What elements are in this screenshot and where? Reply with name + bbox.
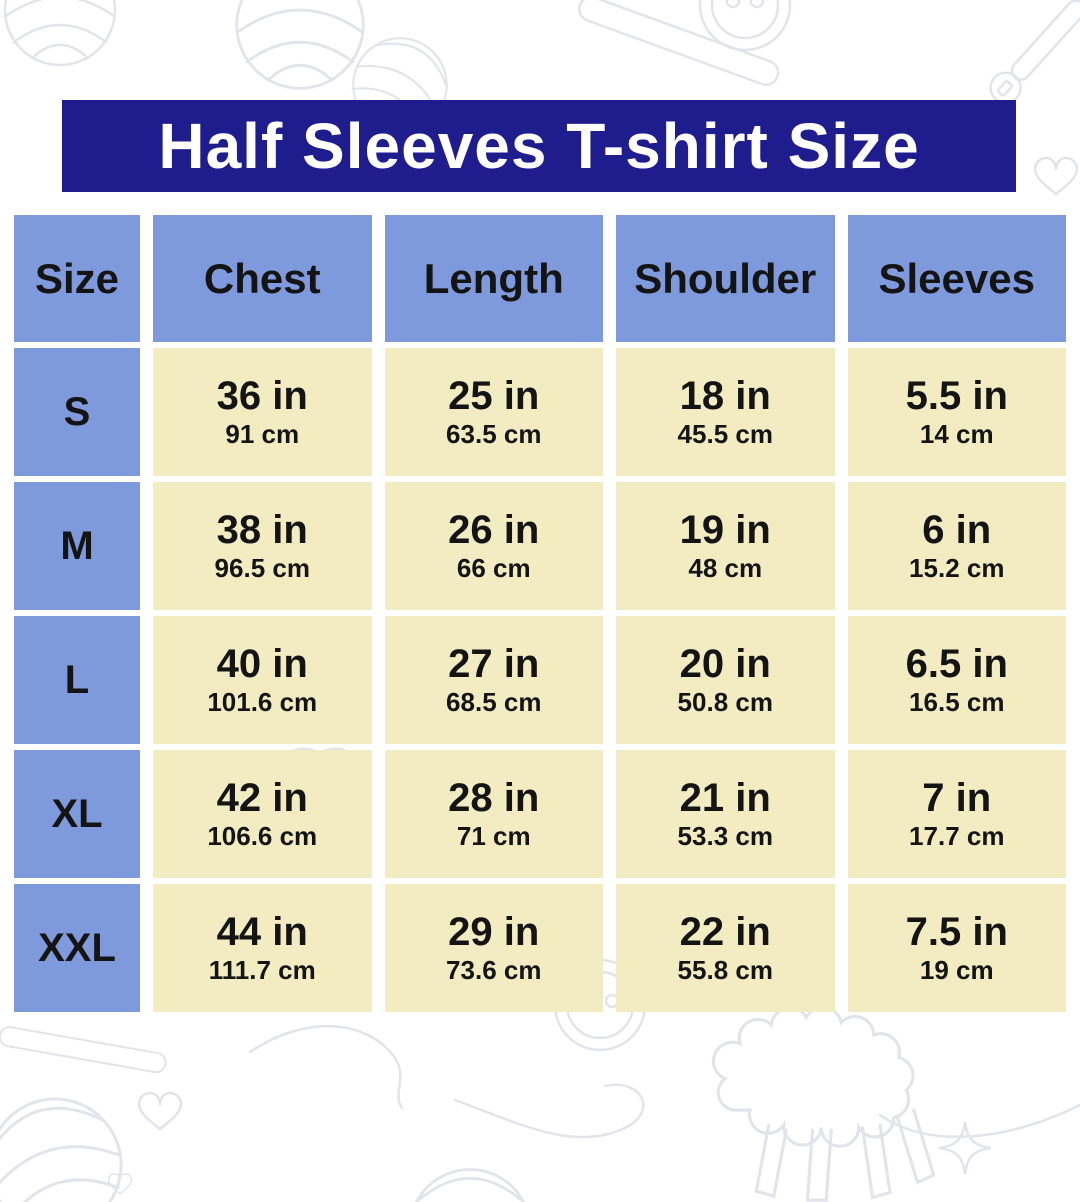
cm-value: 16.5 cm [909,687,1005,718]
cm-value: 50.8 cm [677,687,773,718]
column-header-shoulder: Shoulder [616,215,835,342]
column-header-length: Length [384,215,603,342]
measurement-cell-xxl-chest: 44 in 111.7 cm [153,884,372,1012]
sparkle-icon [937,1120,993,1176]
inch-value: 6.5 in [905,642,1008,687]
column-header-sleeves: Sleeves [847,215,1066,342]
cm-value: 55.8 cm [677,955,773,986]
size-cell-xxl: XXL [14,884,140,1012]
inch-value: 7 in [922,776,992,821]
cm-value: 66 cm [456,553,531,584]
sheep-icon [711,1005,936,1202]
cm-value: 15.2 cm [909,553,1005,584]
size-cell-s: S [14,348,140,476]
cm-value: 63.5 cm [446,419,542,450]
cm-value: 45.5 cm [677,419,773,450]
measurement-cell-xl-length: 28 in 71 cm [384,750,603,878]
measurement-cell-s-sleeves: 5.5 in 14 cm [847,348,1066,476]
inch-value: 36 in [216,374,308,419]
measurement-cell-xxl-length: 29 in 73.6 cm [384,884,603,1012]
inch-value: 42 in [216,776,308,821]
inch-value: 19 in [679,508,771,553]
cm-value: 14 cm [919,419,994,450]
inch-value: 5.5 in [905,374,1008,419]
measurement-cell-xl-sleeves: 7 in 17.7 cm [847,750,1066,878]
cm-value: 68.5 cm [446,687,542,718]
cm-value: 111.7 cm [208,955,316,986]
measurement-cell-xl-chest: 42 in 106.6 cm [153,750,372,878]
measurement-cell-m-shoulder: 19 in 48 cm [616,482,835,610]
measurement-cell-l-chest: 40 in 101.6 cm [153,616,372,744]
cm-value: 96.5 cm [214,553,310,584]
measurement-cell-xxl-sleeves: 7.5 in 19 cm [847,884,1066,1012]
size-cell-m: M [14,482,140,610]
cm-value: 71 cm [456,821,531,852]
inch-value: 25 in [448,374,540,419]
inch-value: 6 in [922,508,992,553]
measurement-cell-m-sleeves: 6 in 15.2 cm [847,482,1066,610]
inch-value: 40 in [216,642,308,687]
inch-value: 18 in [679,374,771,419]
cm-value: 101.6 cm [207,687,318,718]
measurement-cell-xl-shoulder: 21 in 53.3 cm [616,750,835,878]
measurement-cell-l-sleeves: 6.5 in 16.5 cm [847,616,1066,744]
measurement-cell-s-chest: 36 in 91 cm [153,348,372,476]
inch-value: 22 in [679,910,771,955]
inch-value: 38 in [216,508,308,553]
cm-value: 53.3 cm [677,821,773,852]
safety-pin-icon [983,0,1080,111]
cm-value: 91 cm [225,419,300,450]
inch-value: 27 in [448,642,540,687]
inch-value: 28 in [448,776,540,821]
measurement-cell-xxl-shoulder: 22 in 55.8 cm [616,884,835,1012]
measurement-cell-l-shoulder: 20 in 50.8 cm [616,616,835,744]
cm-value: 106.6 cm [207,821,318,852]
size-cell-l: L [14,616,140,744]
inch-value: 20 in [679,642,771,687]
measurement-cell-m-chest: 38 in 96.5 cm [153,482,372,610]
inch-value: 29 in [448,910,540,955]
measurement-cell-s-length: 25 in 63.5 cm [384,348,603,476]
measurement-cell-m-length: 26 in 66 cm [384,482,603,610]
column-header-chest: Chest [153,215,372,342]
measurement-cell-l-length: 27 in 68.5 cm [384,616,603,744]
cm-value: 48 cm [688,553,763,584]
cm-value: 19 cm [919,955,994,986]
size-table: Size Chest Length Shoulder Sleeves S 36 … [14,215,1066,1012]
inch-value: 26 in [448,508,540,553]
inch-value: 7.5 in [905,910,1008,955]
column-header-size: Size [14,215,140,342]
cm-value: 73.6 cm [446,955,542,986]
inch-value: 44 in [216,910,308,955]
size-cell-xl: XL [14,750,140,878]
measurement-cell-s-shoulder: 18 in 45.5 cm [616,348,835,476]
cm-value: 17.7 cm [909,821,1005,852]
inch-value: 21 in [679,776,771,821]
page-title: Half Sleeves T-shirt Size [158,110,920,182]
title-banner: Half Sleeves T-shirt Size [62,100,1016,192]
